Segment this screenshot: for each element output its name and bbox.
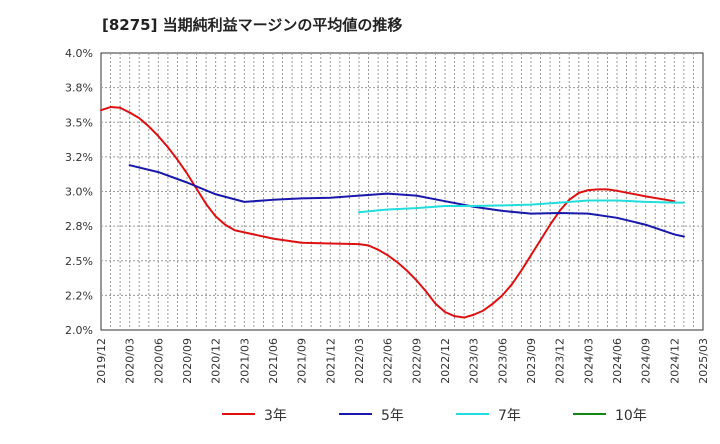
x-tick-label: 2020/09 — [181, 338, 194, 384]
x-tick-label: 2024/12 — [668, 338, 681, 384]
legend-label: 10年 — [615, 408, 647, 424]
y-tick-label: 2.5% — [65, 255, 93, 268]
x-tick-label: 2020/12 — [210, 338, 223, 384]
x-tick-label: 2023/12 — [554, 338, 567, 384]
y-tick-label: 3.5% — [65, 116, 93, 129]
x-tick-label: 2022/03 — [353, 338, 366, 384]
x-tick-label: 2023/09 — [525, 338, 538, 384]
x-tick-label: 2023/03 — [468, 338, 481, 384]
series-line — [100, 106, 676, 319]
x-tick-label: 2020/06 — [152, 338, 165, 384]
x-tick-label: 2020/03 — [124, 338, 137, 384]
y-tick-label: 3.0% — [65, 186, 93, 199]
x-tick-label: 2024/06 — [611, 338, 624, 384]
y-tick-label: 2.2% — [65, 289, 93, 302]
y-tick-label: 2.8% — [65, 220, 93, 233]
x-tick-label: 2022/09 — [410, 338, 423, 384]
series-line — [358, 199, 685, 214]
x-tick-label: 2021/03 — [238, 338, 251, 384]
y-tick-label: 3.8% — [65, 82, 93, 95]
x-tick-label: 2022/12 — [439, 338, 452, 384]
y-tick-label: 4.0% — [65, 47, 93, 60]
x-tick-label: 2022/06 — [382, 338, 395, 384]
legend-label: 7年 — [498, 408, 521, 424]
x-tick-label: 2021/06 — [267, 338, 280, 384]
y-tick-label: 3.2% — [65, 151, 93, 164]
x-tick-label: 2021/12 — [324, 338, 337, 384]
x-tick-label: 2024/09 — [640, 338, 653, 384]
y-tick-label: 2.0% — [65, 324, 93, 337]
x-tick-label: 2019/12 — [95, 338, 108, 384]
x-tick-label: 2023/06 — [496, 338, 509, 384]
legend-label: 5年 — [381, 408, 404, 424]
series-line — [128, 164, 685, 238]
x-tick-label: 2025/03 — [697, 338, 710, 384]
legend-label: 3年 — [264, 408, 287, 424]
x-tick-label: 2021/09 — [296, 338, 309, 384]
chart-title: [8275] 当期純利益マージンの平均値の推移 — [102, 16, 403, 34]
x-tick-label: 2024/03 — [582, 338, 595, 384]
